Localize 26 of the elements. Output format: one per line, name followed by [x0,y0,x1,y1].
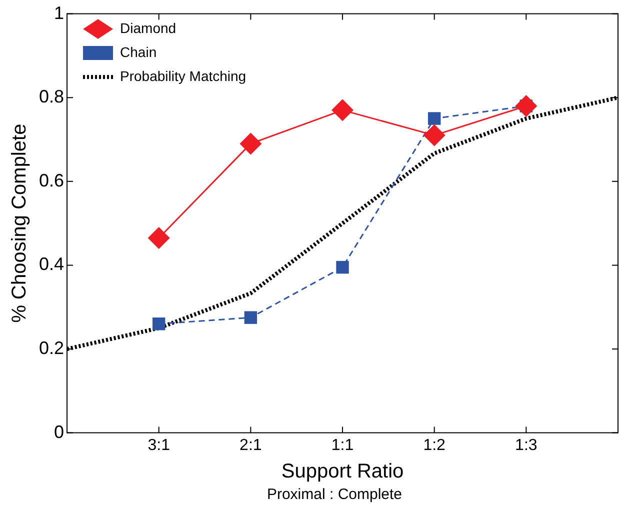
point [152,317,166,330]
x-tick-label: 1:2 [423,436,446,454]
point [332,99,354,122]
x-tick-label: 1:1 [331,436,354,454]
point [148,226,170,249]
point [428,112,441,125]
y-tick-label: 0.2 [38,338,64,358]
y-axis-title: % Choosing Complete [8,124,31,323]
point [240,132,262,155]
legend-label: Probability Matching [120,68,246,84]
point [244,311,258,324]
point [336,260,349,274]
x-tick-label: 2:1 [240,436,262,454]
point [423,124,446,146]
y-tick-label: 0.4 [38,254,64,274]
legend-label: Chain [120,44,157,60]
x-axis-title: Support Ratio [281,460,404,483]
text: Proximal : Complete [266,486,404,503]
y-tick-label: 0.6 [38,170,64,190]
y-tick-label: 0 [54,422,64,442]
y-tick-label: 1 [54,2,64,23]
y-tick-label: 0.8 [38,86,64,107]
point [515,94,538,117]
x-tick-label: 3:1 [148,436,170,454]
x-tick-label: 1:3 [515,436,538,454]
legend-label: Diamond [120,20,176,36]
